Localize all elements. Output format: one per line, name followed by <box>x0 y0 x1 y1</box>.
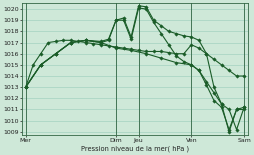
X-axis label: Pression niveau de la mer( hPa ): Pression niveau de la mer( hPa ) <box>81 145 188 152</box>
